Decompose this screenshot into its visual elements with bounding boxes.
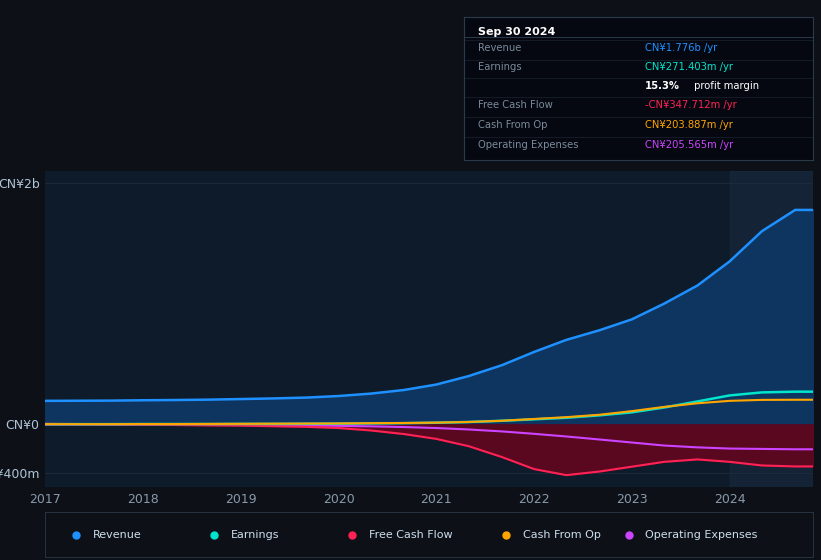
Text: Cash From Op: Cash From Op: [478, 120, 548, 129]
Text: Sep 30 2024: Sep 30 2024: [478, 27, 555, 37]
Text: CN¥271.403m /yr: CN¥271.403m /yr: [645, 63, 733, 72]
Text: Free Cash Flow: Free Cash Flow: [478, 100, 553, 110]
Text: CN¥203.887m /yr: CN¥203.887m /yr: [645, 120, 733, 129]
Text: 15.3%: 15.3%: [645, 81, 681, 91]
Text: Cash From Op: Cash From Op: [523, 530, 600, 540]
Text: Free Cash Flow: Free Cash Flow: [369, 530, 452, 540]
Text: Earnings: Earnings: [478, 63, 521, 72]
Text: Operating Expenses: Operating Expenses: [645, 530, 758, 540]
Text: Revenue: Revenue: [93, 530, 141, 540]
Text: CN¥205.565m /yr: CN¥205.565m /yr: [645, 139, 733, 150]
Text: Earnings: Earnings: [231, 530, 279, 540]
Text: -CN¥347.712m /yr: -CN¥347.712m /yr: [645, 100, 737, 110]
Bar: [730, 171, 813, 487]
Text: profit margin: profit margin: [690, 81, 759, 91]
Text: CN¥1.776b /yr: CN¥1.776b /yr: [645, 43, 718, 53]
Text: Operating Expenses: Operating Expenses: [478, 139, 578, 150]
Text: Revenue: Revenue: [478, 43, 521, 53]
